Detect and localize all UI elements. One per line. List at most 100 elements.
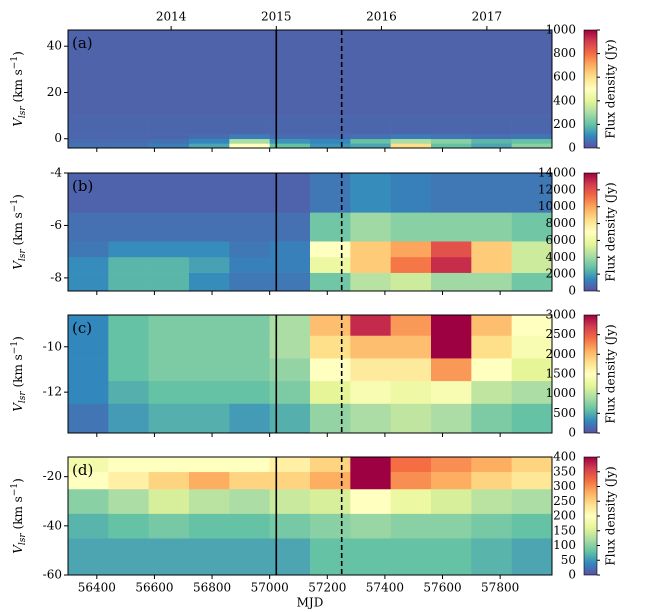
heat-cell [390,380,432,404]
heat-cell [390,173,432,213]
x-tick-label: 57000 [251,581,289,595]
heat-cell [350,212,391,242]
heat-cell [229,115,270,135]
heat-cell [68,488,109,514]
x-tick-label: 57400 [366,581,404,595]
y-tick-label: 0 [54,131,62,145]
heat-cell [148,138,190,144]
y-label-part: lsr [18,106,28,118]
heat-cell [229,143,270,149]
heat-cell [229,241,270,258]
colorbar-tick-label: 0 [568,284,576,298]
heat-cell [350,457,391,473]
heat-cell [511,380,553,404]
heat-cell [431,315,472,336]
heat-cell [471,134,512,140]
colorbar-tick-label: 250 [553,494,576,508]
heat-cell [229,358,270,382]
heat-cell [148,538,190,576]
heat-cell [108,488,149,514]
heat-cell [68,315,109,336]
heat-cell [511,457,553,473]
colorbar-tick-label: 350 [553,464,576,478]
x-tick-label: 56400 [78,581,116,595]
heat-cell [431,488,472,514]
top-tick-label: 2015 [261,10,292,24]
colorbar-tick-label: 2000 [545,347,576,361]
heat-cell [431,173,472,213]
heat-cell [148,115,190,135]
heat-cell [471,538,512,576]
heat-cell [108,173,149,213]
heat-cell [511,471,553,490]
heat-cell [108,115,149,135]
heat-cell [390,272,432,292]
heat-cell [471,143,512,149]
heat-cell [108,403,149,434]
heat-cell [511,173,553,213]
heat-cell [148,256,190,273]
heat-cell [511,315,553,336]
panel-label: (c) [72,319,92,337]
heat-cell [108,315,149,336]
heat-cell [108,134,149,140]
heat-cell [471,173,512,213]
heat-cell [189,138,230,144]
heat-cell [350,241,391,258]
heat-cell [511,143,553,149]
heat-cell [229,134,270,140]
heat-cell [390,256,432,273]
colorbar [583,29,598,149]
heat-cell [148,488,190,514]
heat-cell [189,335,230,359]
heat-cell [310,256,351,273]
heat-cell [148,358,190,382]
heat-cell [310,173,351,213]
heat-cell [511,488,553,514]
heat-cell [269,272,311,292]
heat-cell [471,380,512,404]
colorbar-tick-label: 1500 [545,367,576,381]
heat-cell [68,212,109,242]
heat-cell [471,138,512,144]
heat-cell [390,457,432,473]
heat-cell [390,212,432,242]
heat-cell [310,403,351,434]
heat-cell [108,380,149,404]
heat-cell [431,138,472,144]
heat-cell [511,335,553,359]
heat-cell [229,380,270,404]
heat-cell [511,138,553,144]
heat-cell [189,272,230,292]
heat-cell [350,143,391,149]
heat-cell [269,457,311,473]
heat-cell [148,134,190,140]
heat-cell [229,212,270,242]
heat-cell [269,241,311,258]
y-label-part: ) [11,194,25,199]
heat-cell [229,471,270,490]
heat-cell [148,143,190,149]
heat-cell [350,115,391,135]
heat-cell [511,212,553,242]
top-tick-label: 2017 [472,10,503,24]
heat-cell [310,115,351,135]
heat-cell [310,143,351,149]
heat-cell [189,212,230,242]
y-label-part: V [11,260,25,270]
panel-label: (b) [72,177,93,195]
panel-label: (a) [72,34,93,52]
y-label-part: (km s [11,212,25,249]
heat-cell [511,256,553,273]
y-label-part: V [11,402,25,412]
heat-cell [189,538,230,576]
colorbar-tick-label: 1000 [545,23,576,37]
heat-cell [390,403,432,434]
heat-cell [350,471,391,490]
colorbar-tick-label: 600 [553,70,576,84]
heat-cell [189,358,230,382]
heat-cell [471,358,512,382]
heat-cell [471,488,512,514]
plot-frame [67,314,553,434]
